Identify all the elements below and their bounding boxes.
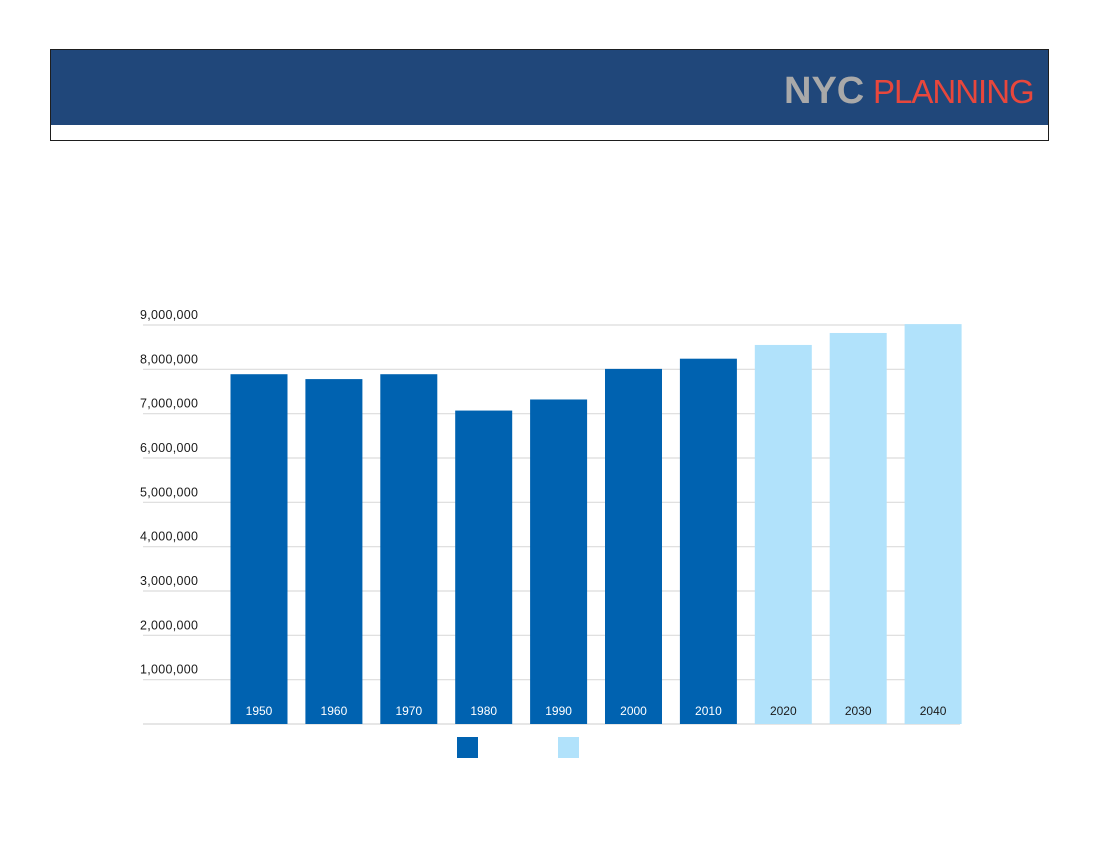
bar-category-label: 1970 xyxy=(395,704,422,718)
bar xyxy=(455,410,513,724)
legend-swatch-actual xyxy=(457,737,478,758)
y-tick-label: 8,000,000 xyxy=(140,352,198,366)
bar xyxy=(679,358,737,724)
legend-swatch-projected xyxy=(558,737,579,758)
bar-category-label: 1960 xyxy=(321,704,348,718)
bar xyxy=(605,368,662,724)
bar-category-label: 2000 xyxy=(620,704,647,718)
bar xyxy=(230,374,288,724)
nyc-planning-logo: NYC PLANNING xyxy=(784,70,1035,110)
y-tick-label: 3,000,000 xyxy=(140,574,198,588)
y-tick-label: 2,000,000 xyxy=(140,618,198,632)
y-tick-label: 6,000,000 xyxy=(140,441,198,455)
bar xyxy=(305,379,363,724)
y-tick-label: 9,000,000 xyxy=(140,308,198,322)
bar-category-label: 1950 xyxy=(246,704,273,718)
bars: 1950 1960 1970 1980 1990 2000 2010 2020 2030 2040 xyxy=(230,324,962,724)
slide-header: NYC PLANNING xyxy=(50,49,1049,141)
bar-category-label: 2020 xyxy=(770,704,797,718)
bar-category-label: 1990 xyxy=(545,704,572,718)
bar xyxy=(380,374,438,724)
header-band: NYC PLANNING xyxy=(51,50,1048,125)
bar xyxy=(829,332,887,724)
y-tick-label: 5,000,000 xyxy=(140,485,198,499)
y-tick-label: 4,000,000 xyxy=(140,530,198,544)
bar-category-label: 1980 xyxy=(470,704,497,718)
y-axis-ticks: 1,000,000 2,000,000 3,000,000 4,000,000 5,00… xyxy=(140,308,198,677)
y-tick-label: 7,000,000 xyxy=(140,397,198,411)
bar xyxy=(754,344,812,724)
legend xyxy=(457,737,579,758)
bar-category-label: 2030 xyxy=(845,704,872,718)
y-tick-label: 1,000,000 xyxy=(140,663,198,677)
bar xyxy=(904,324,962,724)
bar xyxy=(530,399,588,724)
logo-nyc-text: NYC xyxy=(784,70,864,110)
bar-category-label: 2040 xyxy=(920,704,947,718)
bar-category-label: 2010 xyxy=(695,704,722,718)
logo-planning-text: PLANNING xyxy=(873,73,1034,110)
